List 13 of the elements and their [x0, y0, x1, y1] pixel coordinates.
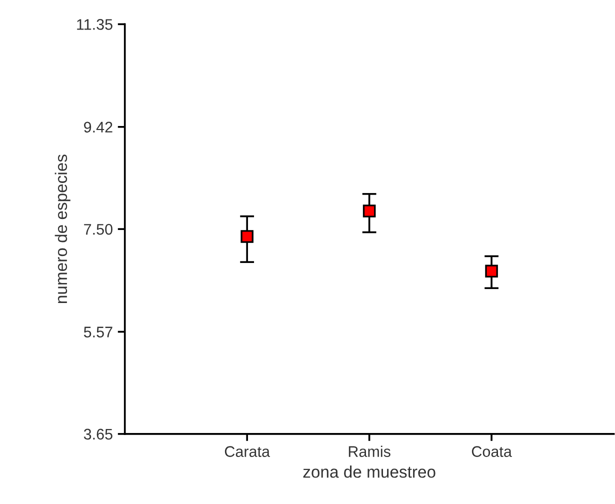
- x-tick-label: Carata: [224, 446, 270, 457]
- y-tick-label: 7.50: [84, 224, 112, 235]
- point: [362, 204, 376, 218]
- x-tick-label: Ramis: [348, 446, 390, 457]
- x-tick-label: Coata: [472, 446, 512, 457]
- point: [240, 230, 254, 243]
- y-tick-label: 9.42: [84, 122, 112, 133]
- y-tick-label: 5.57: [84, 326, 112, 338]
- x-axis-title: zona de muestreo: [303, 466, 436, 478]
- y-axis-title: numero de especies: [54, 154, 70, 303]
- point: [485, 264, 498, 278]
- y-tick-label: 3.65: [84, 428, 112, 440]
- y-tick-label: 11.35: [77, 19, 112, 30]
